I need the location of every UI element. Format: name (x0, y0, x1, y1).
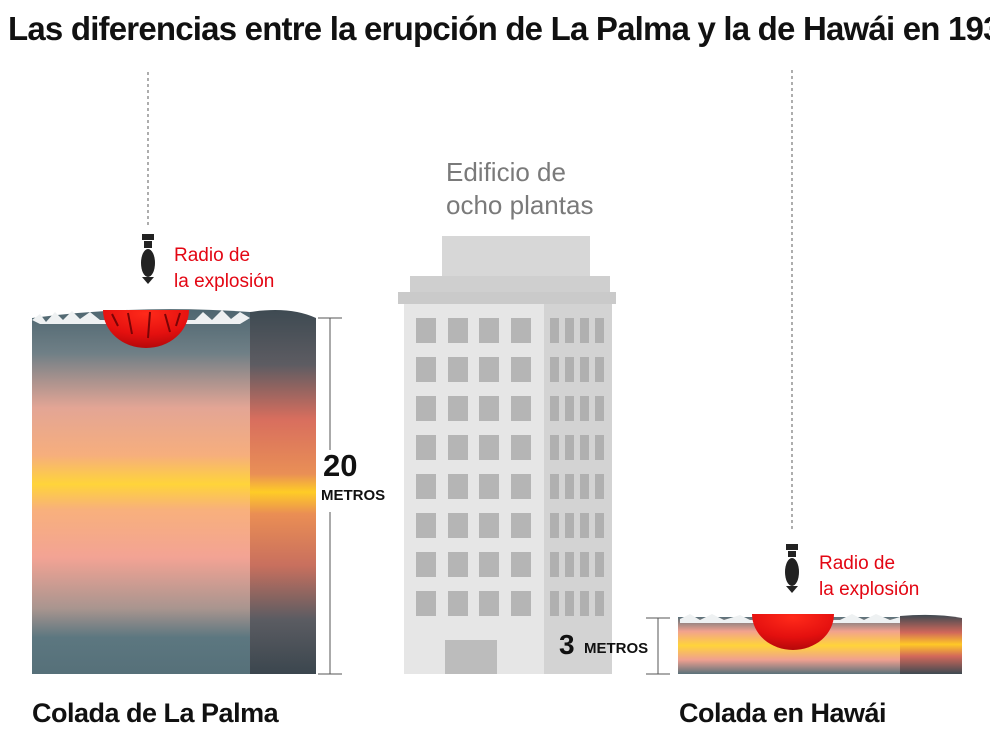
lava-block-front (32, 309, 252, 674)
building-side-window (565, 513, 574, 538)
building-door (445, 640, 497, 674)
building-side-window (550, 552, 559, 577)
building-window (416, 513, 436, 538)
building-side-window (550, 396, 559, 421)
la-palma-flow (32, 72, 316, 674)
building-side-window (580, 513, 589, 538)
building-window (416, 357, 436, 382)
building-window (511, 513, 531, 538)
la-palma-caption: Colada de La Palma (32, 698, 279, 728)
building-window (511, 318, 531, 343)
building-side-window (550, 357, 559, 382)
la-palma-height-value: 20 (323, 448, 358, 483)
la-palma-height-bracket (318, 317, 342, 675)
building-window (448, 396, 468, 421)
building-side-window (580, 591, 589, 616)
building-side-window (595, 552, 604, 577)
building-side-window (565, 318, 574, 343)
building-window (511, 435, 531, 460)
building-side-window (595, 435, 604, 460)
hawaii-explosion-line1: Radio de (819, 553, 896, 574)
building-window (448, 357, 468, 382)
building-window (479, 357, 499, 382)
building-window (479, 552, 499, 577)
building-side-window (580, 474, 589, 499)
building-window (416, 318, 436, 343)
building-window (479, 396, 499, 421)
la-palma-explosion-label: Radio de la explosión (174, 243, 274, 295)
building (398, 236, 616, 674)
page-title: Las diferencias entre la erupción de La … (8, 10, 990, 47)
building-label-line2: ocho plantas (446, 190, 594, 220)
building-side-window (580, 357, 589, 382)
building-side-window (595, 357, 604, 382)
building-side-window (550, 318, 559, 343)
building-side-window (595, 513, 604, 538)
building-window (479, 318, 499, 343)
building-side-window (580, 435, 589, 460)
hawaii-flow (678, 70, 962, 674)
building-windows (416, 318, 531, 616)
building-side-window (565, 357, 574, 382)
building-window (511, 357, 531, 382)
building-window (416, 552, 436, 577)
building-side-window (580, 552, 589, 577)
building-label-line1: Edificio de (446, 157, 566, 187)
hawaii-caption: Colada en Hawái (679, 698, 887, 728)
building-window (448, 552, 468, 577)
building-side-window (550, 591, 559, 616)
bomb-icon (785, 544, 799, 593)
building-window (448, 513, 468, 538)
lava-layer-side (900, 614, 962, 674)
building-window (416, 396, 436, 421)
la-palma-height-unit: METROS (321, 487, 386, 504)
building-window (416, 474, 436, 499)
building-side-windows (550, 318, 604, 616)
hawaii-height-unit: METROS (584, 640, 649, 657)
la-palma-explosion-line2: la explosión (174, 271, 275, 292)
lava-block-side (250, 310, 316, 674)
building-side-window (565, 396, 574, 421)
building-window (416, 591, 436, 616)
building-window (416, 435, 436, 460)
building-window (511, 591, 531, 616)
building-window (479, 435, 499, 460)
building-window (448, 318, 468, 343)
building-window (511, 396, 531, 421)
hawaii-height-bracket (646, 617, 670, 675)
building-side-window (565, 474, 574, 499)
building-side-window (595, 396, 604, 421)
hawaii-explosion-label: Radio de la explosión (819, 551, 919, 603)
building-side-window (580, 396, 589, 421)
building-window (448, 591, 468, 616)
building-window (479, 513, 499, 538)
building-side-window (550, 513, 559, 538)
building-side-window (595, 318, 604, 343)
building-side-window (565, 435, 574, 460)
building-side-window (550, 435, 559, 460)
building-side-window (565, 552, 574, 577)
la-palma-explosion-line1: Radio de (174, 245, 251, 266)
crust-texture (680, 614, 900, 623)
building-side-window (550, 474, 559, 499)
crust-texture (32, 310, 250, 324)
hawaii-explosion-line2: la explosión (819, 579, 920, 600)
explosion-crater (752, 614, 834, 650)
hawaii-height-value: 3 (559, 629, 575, 660)
building-side-window (595, 474, 604, 499)
building-side-window (580, 318, 589, 343)
bomb-icon (141, 234, 155, 284)
building-label: Edificio de ocho plantas (446, 156, 593, 222)
building-window (511, 552, 531, 577)
building-window (448, 474, 468, 499)
building-window (479, 591, 499, 616)
building-window (511, 474, 531, 499)
building-window (479, 474, 499, 499)
building-window (448, 435, 468, 460)
building-side-window (595, 591, 604, 616)
building-side-window (565, 591, 574, 616)
